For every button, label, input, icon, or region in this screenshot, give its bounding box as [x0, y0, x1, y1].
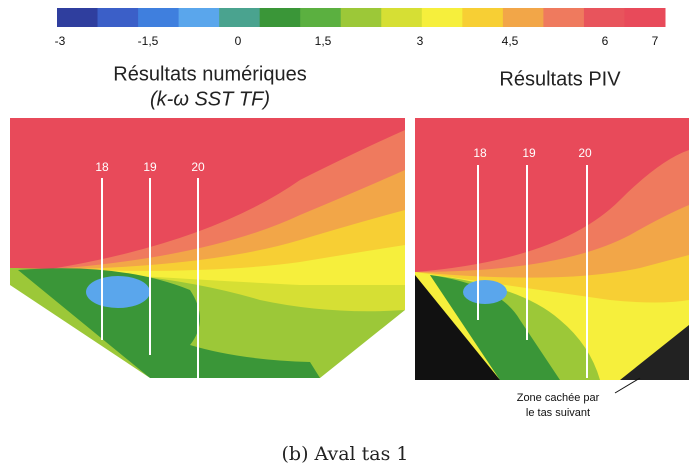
line-label: 19: [522, 146, 536, 160]
colorbar-tick-label: 6: [602, 34, 609, 48]
colorbar-tick-label: 0: [235, 34, 242, 48]
line-label: 20: [191, 160, 205, 174]
colorbar-tick-label: 1,5: [315, 34, 332, 48]
annotation-line: Zone cachée par: [517, 392, 600, 404]
colorbar: -3 -1,5 0 1,5 3 4,5 6 7: [55, 8, 666, 48]
colorbar-segment: [583, 8, 625, 27]
colorbar-segment: [57, 8, 99, 27]
colorbar-segment: [502, 8, 544, 27]
left-title: Résultats numériques: [113, 63, 306, 85]
colorbar-segment: [543, 8, 585, 27]
line-label: 18: [473, 146, 487, 160]
colorbar-tick-label: 3: [417, 34, 424, 48]
right-contour: [415, 118, 689, 380]
left-subtitle: (k-ω SST TF): [150, 88, 270, 110]
colorbar-tick-label: 7: [652, 34, 659, 48]
left-contour: [10, 118, 405, 378]
caption: (b) Aval tas 1: [282, 443, 409, 465]
line-label: 20: [578, 146, 592, 160]
colorbar-segment: [97, 8, 139, 27]
annotation-line: le tas suivant: [526, 407, 590, 419]
colorbar-segment: [624, 8, 666, 27]
colorbar-tick-label: -1,5: [138, 34, 159, 48]
colorbar-segment: [259, 8, 301, 27]
colorbar-segment: [462, 8, 504, 27]
colorbar-segment: [178, 8, 220, 27]
colorbar-segment: [138, 8, 180, 27]
colorbar-tick-label: 4,5: [502, 34, 519, 48]
colorbar-segment: [340, 8, 382, 27]
colorbar-tick-label: -3: [55, 34, 66, 48]
colorbar-segment: [381, 8, 423, 27]
right-title: Résultats PIV: [499, 68, 621, 90]
colorbar-segment: [219, 8, 261, 27]
line-label: 18: [95, 160, 109, 174]
annotation-arrow: [614, 377, 641, 394]
colorbar-segment: [421, 8, 463, 27]
colorbar-segment: [300, 8, 342, 27]
line-label: 19: [143, 160, 157, 174]
